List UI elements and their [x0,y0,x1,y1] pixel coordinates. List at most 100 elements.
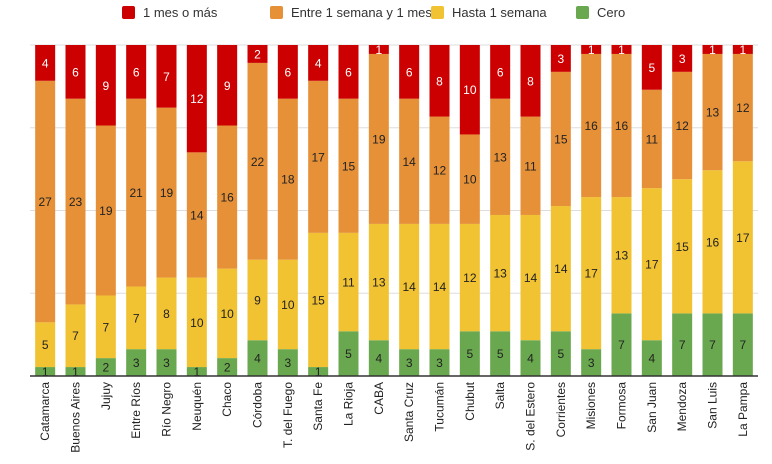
bar-segment-entre-1-semana-y-1-mes [702,53,723,171]
legend-label: 1 mes o más [143,5,218,20]
data-label: 4 [42,56,49,70]
data-label: 12 [190,92,204,106]
bar-segment-cero [399,349,420,376]
data-label: 5 [345,347,352,361]
bar-segment-cero [641,340,662,376]
bar-group-buenos-aires [65,45,86,376]
data-label: 9 [224,79,231,93]
category-label: Entre Ríos [129,382,143,439]
bar-segment-cero [308,367,329,376]
bar-segment-1-mes-o-mas [368,45,389,54]
category-label: Jujuy [99,382,113,410]
data-label: 10 [190,316,204,330]
legend: 1 mes o más Entre 1 semana y 1 mes Hasta 1… [122,5,625,20]
bar-segment-1-mes-o-mas [399,45,420,99]
data-label: 8 [163,307,170,321]
bar-segment-1-mes-o-mas [126,45,147,99]
bar-segment-entre-1-semana-y-1-mes [308,80,329,233]
data-label: 11 [646,132,659,146]
bar-segment-cero [126,349,147,376]
data-label: 1 [72,365,79,379]
data-label: 7 [679,338,686,352]
bar-group-neuquen [186,45,207,376]
legend-item-cero: Cero [576,5,625,20]
bar-segment-1-mes-o-mas [520,45,541,117]
data-label: 10 [220,307,234,321]
bar-segment-1-mes-o-mas [550,45,571,72]
bar-segment-cero [247,340,268,376]
legend-swatch [122,6,135,19]
data-label: 6 [72,65,79,79]
data-label: 15 [554,132,568,146]
bar-segment-1-mes-o-mas [581,45,602,54]
category-label: La Rioja [342,382,356,426]
data-label: 19 [160,186,174,200]
data-label: 5 [42,338,49,352]
data-label: 17 [584,267,598,281]
bar-segment-cero [611,313,632,376]
bar-group-santa-cruz [399,45,420,376]
legend-swatch [270,6,283,19]
bar-segment-1-mes-o-mas [732,45,753,54]
data-label: 2 [102,361,109,375]
bar-segment-entre-1-semana-y-1-mes [399,98,420,224]
bar-segment-cero [368,340,389,376]
data-label: 8 [527,74,534,88]
legend-label: Cero [597,5,625,20]
bar-segment-hasta-1-semana [429,223,450,350]
bar-segment-cero [65,367,86,376]
data-label: 7 [133,311,140,325]
data-label: 17 [645,258,659,272]
data-label: 19 [99,204,113,218]
data-label: 3 [406,356,413,370]
bar-segment-hasta-1-semana [95,295,116,359]
data-label: 9 [102,79,109,93]
data-label: 10 [281,298,295,312]
data-label: 16 [706,235,720,249]
bar-segment-hasta-1-semana [611,197,632,314]
data-label: 12 [463,271,477,285]
data-label: 22 [251,155,265,169]
data-label: 13 [493,150,507,164]
bar-segment-hasta-1-semana [581,197,602,350]
category-label: S. del Estero [524,382,538,451]
bar-group-san-juan [641,45,662,376]
category-label: Chubut [463,381,477,420]
data-label: 17 [311,150,325,164]
bar-segment-entre-1-semana-y-1-mes [641,89,662,189]
category-labels: Catamarca Buenos Aires Jujuy Entre Ríos Río … [38,381,750,452]
data-label: 21 [129,186,143,200]
bars [35,45,753,376]
bar-segment-cero [702,313,723,376]
data-label: 4 [527,352,534,366]
bar-segment-entre-1-semana-y-1-mes [35,80,56,323]
data-label: 15 [342,159,356,173]
bar-segment-hasta-1-semana [641,188,662,341]
bar-segment-entre-1-semana-y-1-mes [338,98,359,233]
bar-segment-entre-1-semana-y-1-mes [550,71,571,207]
bar-segment-cero [95,358,116,376]
bar-segment-cero [520,340,541,376]
data-label: 14 [402,155,416,169]
bar-group-entre-rios [126,45,147,376]
data-label: 4 [254,352,261,366]
bar-segment-cero [581,349,602,376]
bar-segment-hasta-1-semana [126,286,147,350]
bar-segment-1-mes-o-mas [490,45,511,99]
bar-segment-hasta-1-semana [277,259,298,350]
data-label: 3 [163,356,170,370]
data-label: 6 [345,65,352,79]
data-label: 4 [315,56,322,70]
bar-segment-entre-1-semana-y-1-mes [581,53,602,198]
bar-segment-1-mes-o-mas [308,45,329,81]
data-label: 1 [315,365,322,379]
data-label: 12 [736,101,750,115]
bar-segment-cero [490,331,511,376]
category-label: San Juan [645,382,659,433]
category-label: Córdoba [251,382,265,428]
bar-segment-entre-1-semana-y-1-mes [65,98,86,305]
data-label: 6 [284,65,291,79]
category-label: Salta [493,382,507,410]
bar-segment-hasta-1-semana [35,322,56,368]
bar-segment-1-mes-o-mas [186,45,207,153]
